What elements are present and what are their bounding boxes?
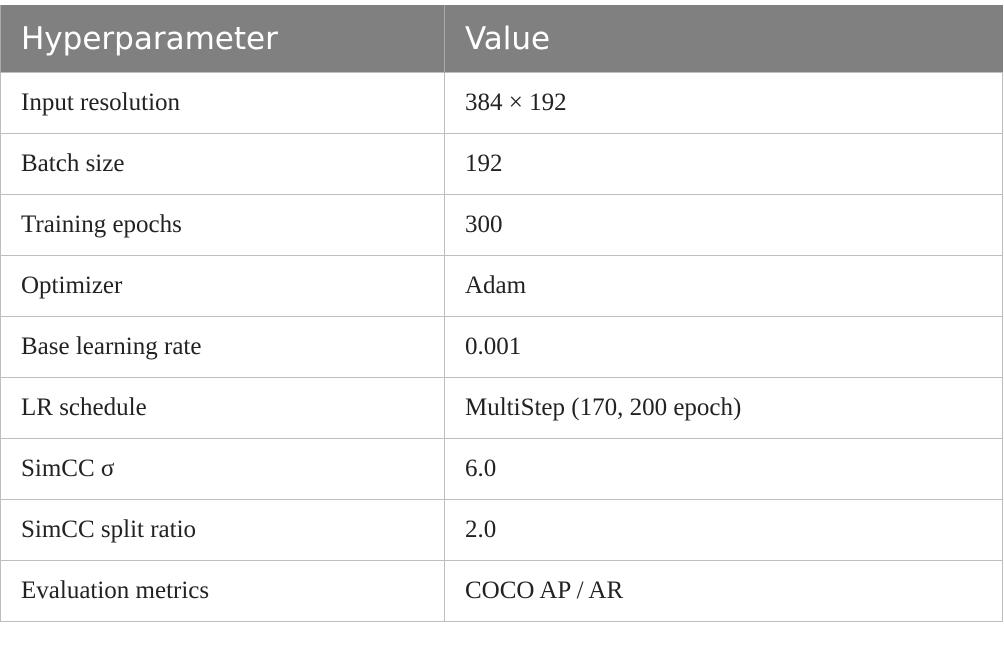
table-row: Training epochs 300: [0, 194, 1003, 256]
hyperparameter-table: Hyperparameter Value Input resolution 384…: [0, 5, 1003, 622]
table-cell: SimCC split ratio: [0, 499, 445, 561]
header-row: Hyperparameter Value: [0, 5, 1003, 73]
table-body: Input resolution 384 × 192 Batch size 192 Tr…: [0, 72, 1003, 622]
table-row: SimCC split ratio 2.0: [0, 499, 1003, 561]
header-cell: Value: [444, 5, 1003, 73]
table-row: Input resolution 384 × 192: [0, 72, 1003, 134]
header-cell: Hyperparameter: [0, 5, 445, 73]
table-cell: Base learning rate: [0, 316, 445, 378]
table-row: Base learning rate 0.001: [0, 316, 1003, 378]
table-cell: SimCC σ: [0, 438, 445, 500]
table-cell: 300: [444, 194, 1003, 256]
table-cell: 2.0: [444, 499, 1003, 561]
table-row: Evaluation metrics COCO AP / AR: [0, 560, 1003, 622]
table-cell: 384 × 192: [444, 72, 1003, 134]
table-cell: Optimizer: [0, 255, 445, 317]
table-cell: COCO AP / AR: [444, 560, 1003, 622]
table-cell: Adam: [444, 255, 1003, 317]
table-row: SimCC σ 6.0: [0, 438, 1003, 500]
table-cell: Input resolution: [0, 72, 445, 134]
table-cell: Evaluation metrics: [0, 560, 445, 622]
table-cell: Training epochs: [0, 194, 445, 256]
table-cell: 6.0: [444, 438, 1003, 500]
table-cell: MultiStep (170, 200 epoch): [444, 377, 1003, 439]
table-row: LR schedule MultiStep (170, 200 epoch): [0, 377, 1003, 439]
page: Hyperparameter Value Input resolution 384…: [0, 5, 1004, 652]
table-cell: 0.001: [444, 316, 1003, 378]
table-cell: LR schedule: [0, 377, 445, 439]
table-row: Optimizer Adam: [0, 255, 1003, 317]
table-row: Batch size 192: [0, 133, 1003, 195]
table-cell: Batch size: [0, 133, 445, 195]
table-cell: 192: [444, 133, 1003, 195]
